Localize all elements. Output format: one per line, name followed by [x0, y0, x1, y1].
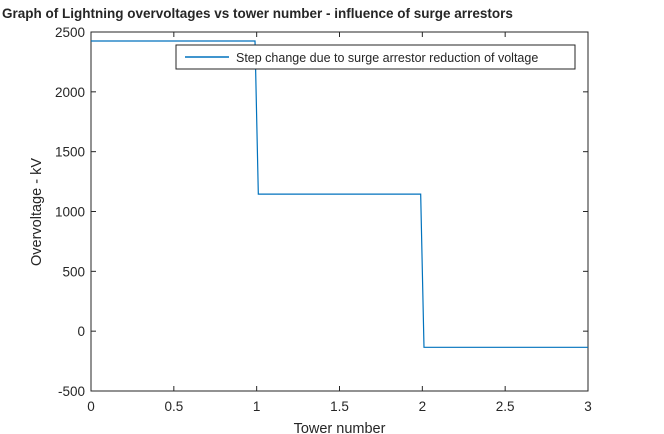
- x-tick-label: 2: [419, 399, 427, 414]
- x-tick-label: 0: [87, 399, 95, 414]
- y-tick-label: 500: [62, 264, 85, 279]
- x-tick-label: 1: [253, 399, 261, 414]
- y-tick-label: 1000: [55, 205, 85, 220]
- x-tick-label: 2.5: [496, 399, 515, 414]
- y-tick-label: 2500: [55, 25, 85, 40]
- legend: Step change due to surge arrestor reduct…: [175, 44, 576, 70]
- y-tick-label: 0: [77, 324, 85, 339]
- legend-box: [175, 44, 576, 70]
- x-axis-label: Tower number: [294, 421, 386, 434]
- chart-title: Graph of Lightning overvoltages vs tower…: [2, 6, 513, 21]
- series-layer: [91, 40, 588, 348]
- x-tick-label: 3: [584, 399, 592, 414]
- x-tick-label: 1.5: [330, 399, 349, 414]
- x-tick-label: 0.5: [164, 399, 183, 414]
- series-line: [91, 40, 588, 348]
- y-tick-label: 2000: [55, 85, 85, 100]
- legend-label: Step change due to surge arrestor reduct…: [236, 51, 538, 65]
- y-tick-label: -500: [58, 384, 85, 399]
- plot-area: [91, 32, 588, 391]
- plot-background: [91, 32, 588, 391]
- y-axis-label: Overvoltage - kV: [29, 158, 45, 266]
- y-tick-label: 1500: [55, 145, 85, 160]
